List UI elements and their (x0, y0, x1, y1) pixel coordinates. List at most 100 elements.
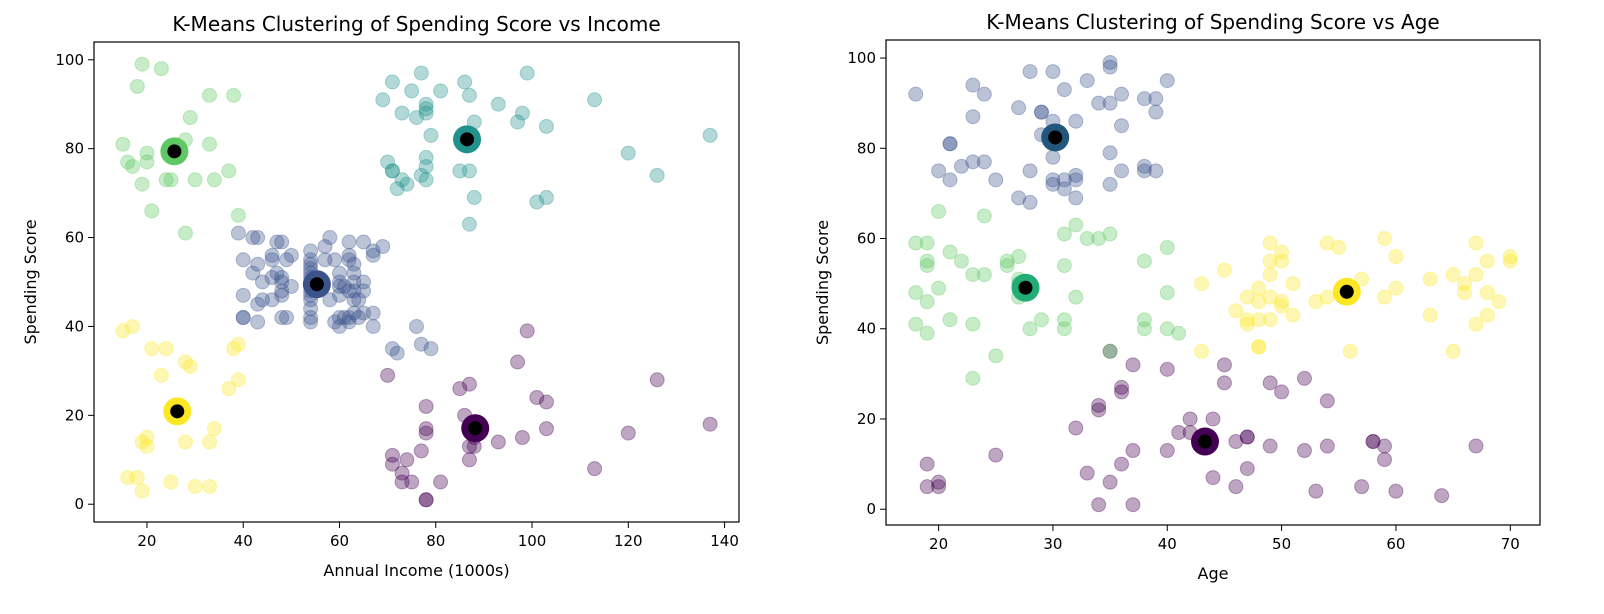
data-point (1033, 312, 1049, 328)
data-point (999, 253, 1015, 269)
data-point (1262, 235, 1278, 251)
data-point (1205, 411, 1221, 427)
data-point (356, 305, 372, 321)
data-point (346, 256, 362, 272)
data-point (1125, 443, 1141, 459)
data-point (1388, 280, 1404, 296)
data-point (1262, 267, 1278, 283)
data-point (1194, 276, 1210, 292)
data-point (1171, 325, 1187, 341)
data-point (965, 77, 981, 93)
data-point (931, 163, 947, 179)
data-point (514, 430, 530, 446)
y-tick-label: 20 (65, 406, 84, 424)
data-point (418, 105, 434, 121)
data-point (394, 474, 410, 490)
data-point (931, 479, 947, 495)
data-point (158, 341, 174, 357)
data-point (269, 265, 285, 281)
data-point (433, 474, 449, 490)
data-point (1136, 253, 1152, 269)
data-point (274, 310, 290, 326)
data-point (389, 181, 405, 197)
data-point (413, 167, 429, 183)
data-point (351, 310, 367, 326)
data-point (1262, 253, 1278, 269)
data-point (139, 154, 155, 170)
data-point (182, 358, 198, 374)
data-point (235, 252, 251, 268)
data-point (1159, 73, 1175, 89)
data-point (264, 252, 280, 268)
data-point (1011, 100, 1027, 116)
data-point (1422, 307, 1438, 323)
data-point (942, 136, 958, 152)
data-point (206, 172, 222, 188)
data-point (1262, 438, 1278, 454)
data-point (389, 345, 405, 361)
data-point (1056, 181, 1072, 197)
x-tick-label: 120 (614, 532, 643, 550)
data-point (976, 267, 992, 283)
data-point (279, 310, 295, 326)
data-point (1251, 312, 1267, 328)
data-point (976, 154, 992, 170)
data-point (423, 127, 439, 143)
data-point (331, 265, 347, 281)
data-point (1274, 384, 1290, 400)
data-point (346, 292, 362, 308)
data-point (1068, 113, 1084, 129)
data-point (1079, 465, 1095, 481)
data-point (1102, 226, 1118, 242)
data-point (919, 258, 935, 274)
data-point (1239, 429, 1255, 445)
data-point (1365, 434, 1381, 450)
data-point (931, 474, 947, 490)
data-point (303, 301, 319, 317)
data-point (1502, 253, 1518, 269)
data-point (1102, 145, 1118, 161)
data-point (327, 252, 343, 268)
data-point (1502, 249, 1518, 265)
y-tick-label: 100 (55, 51, 84, 69)
data-point (235, 287, 251, 303)
data-point (418, 172, 434, 188)
data-point (461, 376, 477, 392)
data-point (1228, 479, 1244, 495)
data-point (163, 474, 179, 490)
data-point (1205, 470, 1221, 486)
data-point (942, 312, 958, 328)
data-point (341, 314, 357, 330)
data-point (1274, 294, 1290, 310)
data-point (120, 154, 136, 170)
data-point (1468, 438, 1484, 454)
data-point (1228, 434, 1244, 450)
data-point (264, 247, 280, 263)
data-point (649, 167, 665, 183)
y-axis-label: Spending Score (21, 219, 40, 344)
data-point (1308, 294, 1324, 310)
data-point (1251, 294, 1267, 310)
data-point (139, 438, 155, 454)
data-point (418, 158, 434, 174)
data-point (134, 176, 150, 192)
data-point (283, 247, 299, 263)
data-point (538, 118, 554, 134)
data-point (341, 252, 357, 268)
data-point (230, 372, 246, 388)
data-point (1148, 104, 1164, 120)
data-point (1011, 249, 1027, 265)
centroid-center (167, 144, 182, 159)
data-point (620, 145, 636, 161)
data-point (1114, 379, 1130, 395)
data-point (1114, 456, 1130, 472)
data-point (649, 372, 665, 388)
data-point (1331, 240, 1347, 256)
data-point (254, 274, 270, 290)
data-point (163, 172, 179, 188)
data-point (1308, 483, 1324, 499)
data-point (303, 310, 319, 326)
data-point (1125, 497, 1141, 513)
data-point (1159, 321, 1175, 337)
data-point (274, 287, 290, 303)
